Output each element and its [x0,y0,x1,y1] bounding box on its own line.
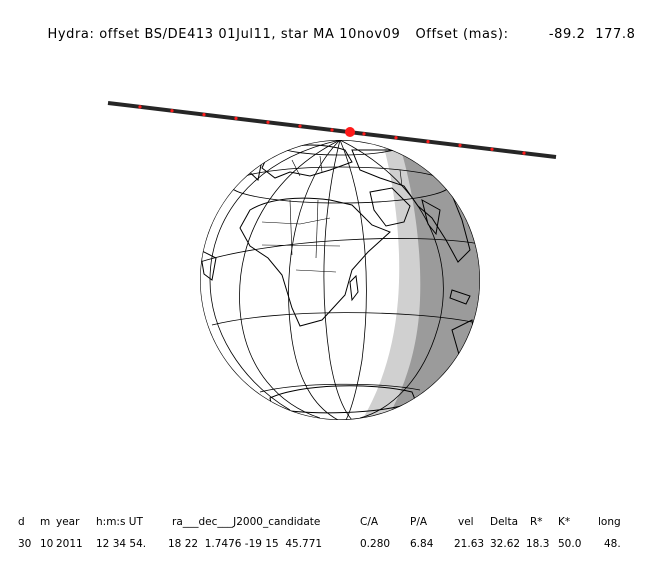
header-pa: P/A [410,516,428,528]
offset-label: Offset (mas): [415,27,509,42]
madagascar-outline [349,274,359,302]
track-mark [266,120,270,124]
header-year: year [56,516,80,528]
arabia-outline [369,187,411,227]
track-mark [522,151,526,155]
header-delta: Delta [490,516,519,528]
south-america-outline [200,249,217,281]
track-marks [138,105,526,155]
track-mark [458,143,462,147]
header-vel: vel [458,516,474,528]
value-coordinates: 18 22 1.7476 -19 15 45.771 [168,538,323,550]
track-mark [202,113,206,117]
shadow-track [107,101,557,159]
track-mark [394,136,398,140]
track-mark [490,147,494,151]
value-ca: 0.280 [360,538,391,550]
header-coordinates: ra___dec___J2000_candidate [172,516,321,528]
header-m: m [40,516,51,528]
value-d: 30 [18,538,32,550]
india-outline [421,199,441,236]
value-time: 12 34 54. [96,538,147,550]
globe [200,140,480,420]
track-mark [170,109,174,113]
country-borders [261,155,403,273]
track-mark [138,105,142,109]
africa-outline [239,197,391,327]
value-year: 2011 [56,538,83,550]
header-time: h:m:s UT [96,516,143,528]
title-main: Hydra: offset BS/DE413 01Jul11, star MA … [47,27,401,42]
offset-y-value: 177.8 [595,27,636,42]
indonesia-outline [449,289,471,305]
track-mark [330,128,334,132]
value-k-star: 50.0 [558,538,582,550]
value-delta: 32.62 [490,538,521,550]
value-vel: 21.63 [454,538,485,550]
value-m: 10 [40,538,54,550]
header-long: long [598,516,621,528]
header-r-star: R* [530,516,543,528]
night-shadow [386,140,480,420]
header-k-star: K* [558,516,571,528]
track-mark [234,116,238,120]
track-mark [298,124,302,128]
value-pa: 6.84 [410,538,434,550]
plot-title: Hydra: offset BS/DE413 01Jul11, star MA … [38,12,635,42]
closest-approach-point [345,127,355,137]
offset-x-value: -89.2 [548,27,586,42]
header-ca: C/A [360,516,379,528]
value-long: 48. [604,538,621,550]
track-mark [426,140,430,144]
value-r-star: 18.3 [526,538,550,550]
header-d: d [18,516,25,528]
track-mark [362,132,366,136]
